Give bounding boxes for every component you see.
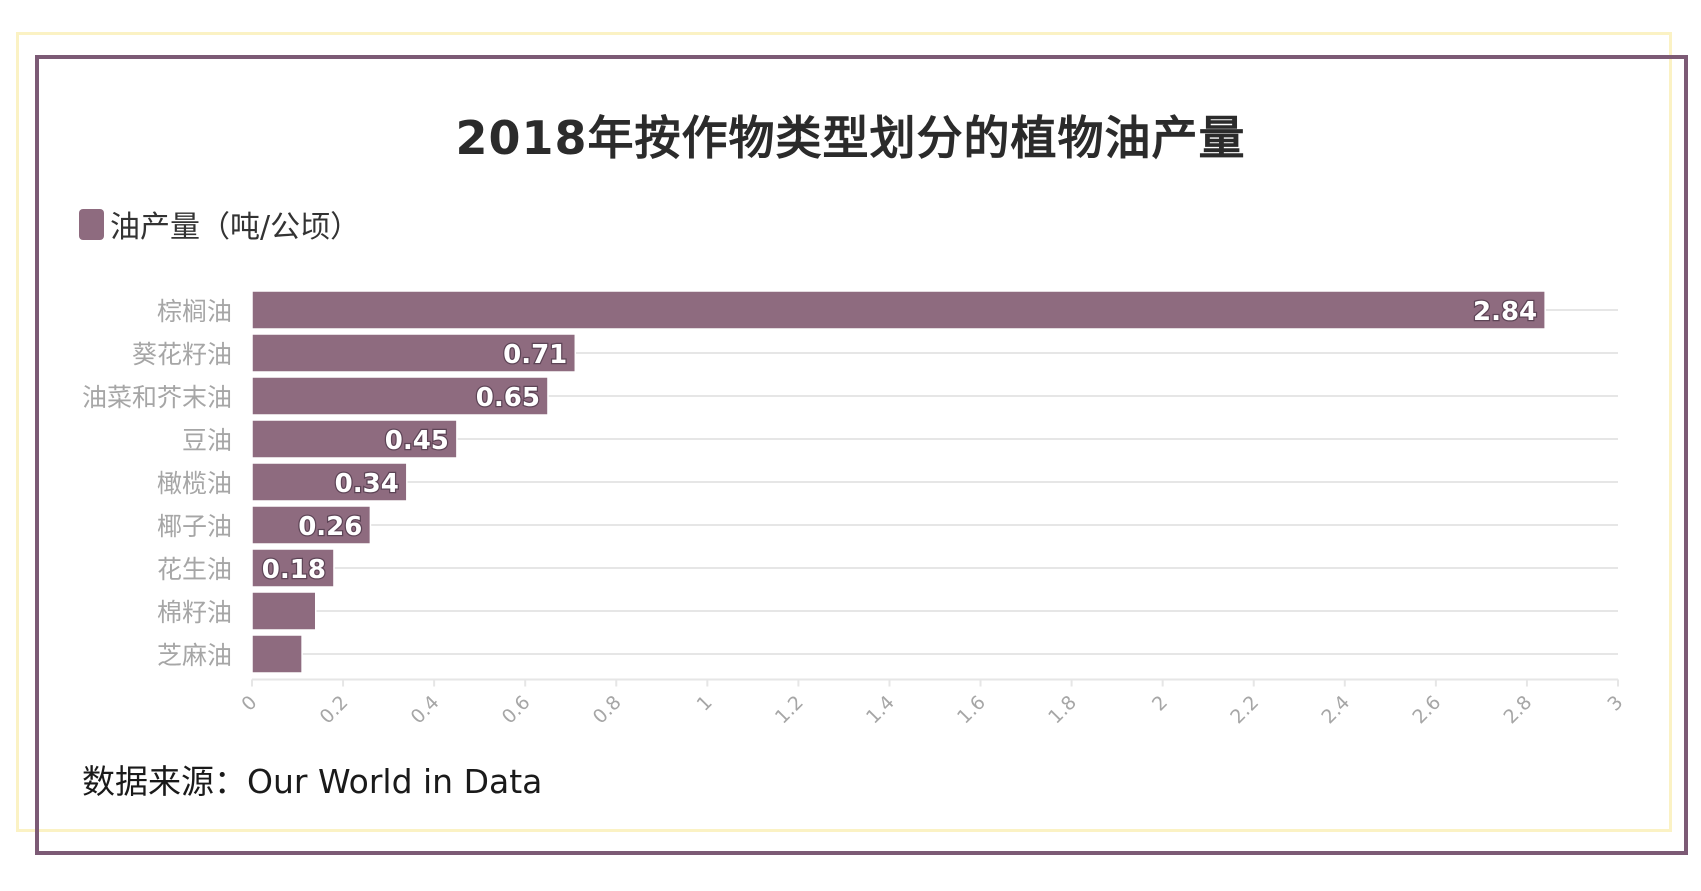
x-tick-label: 0.4 [407,691,444,728]
x-tick-label: 1 [693,691,717,715]
outer-decorative-frame [16,32,1672,832]
x-axis-ticks: 0 0.2 0.4 0.6 0.8 1 1.2 1.4 1.6 1.8 2 2.2 2.4 2.6 2.8 3 [237,679,1627,728]
data-label: 0.26 [298,512,362,542]
chart-title: 2018年按作物类型划分的植物油产量 [455,111,1246,165]
data-label: 0.65 [476,383,540,413]
category-label: 芝麻油 [157,641,232,670]
category-label: 油菜和芥末油 [82,383,232,412]
bar [251,462,408,502]
x-tick-label: 2.2 [1226,691,1263,728]
x-tick-label: 2 [1148,691,1172,715]
category-label: 棉籽油 [157,598,232,627]
data-label: 2.84 [1473,297,1537,327]
category-label: 棕榈油 [157,297,232,326]
data-label: 0.18 [262,555,326,585]
x-tick-label: 1.6 [953,691,990,728]
category-label: 花生油 [157,555,232,584]
bar [251,419,458,459]
x-tick-label: 0.8 [589,691,626,728]
bar [251,376,549,416]
data-label: 0.45 [385,426,449,456]
bars [251,290,1546,674]
data-label: 0.71 [503,340,567,370]
x-tick-label: 0.6 [498,691,535,728]
x-tick-label: 0.2 [316,691,353,728]
bar [251,333,577,373]
x-tick-label: 2.4 [1317,691,1354,728]
category-label: 橄榄油 [157,469,232,498]
data-labels: 2.84 0.71 0.65 0.45 0.34 0.26 0.18 [261,296,1539,587]
category-label: 豆油 [182,426,232,455]
legend-swatch [79,208,104,240]
x-tick-label: 2.6 [1408,691,1445,728]
legend: 油产量（吨/公顷） [79,202,360,246]
x-tick-label: 3 [1603,691,1627,715]
x-tick-label: 1.4 [862,691,899,728]
chart-border-frame [35,55,1688,855]
category-label: 葵花籽油 [132,340,232,369]
bar [251,505,372,545]
bar [251,634,303,674]
x-tick-label: 0 [237,691,261,715]
legend-label: 油产量（吨/公顷） [110,210,361,245]
category-label: 椰子油 [157,512,232,541]
x-tick-label: 1.8 [1044,691,1081,728]
x-tick-label: 1.2 [771,691,808,728]
bar [251,290,1546,330]
x-tick-label: 2.8 [1499,691,1536,728]
bar [251,591,317,631]
bar [251,548,335,588]
data-label: 0.34 [335,469,399,499]
data-source: 数据来源：Our World in Data [82,762,543,801]
